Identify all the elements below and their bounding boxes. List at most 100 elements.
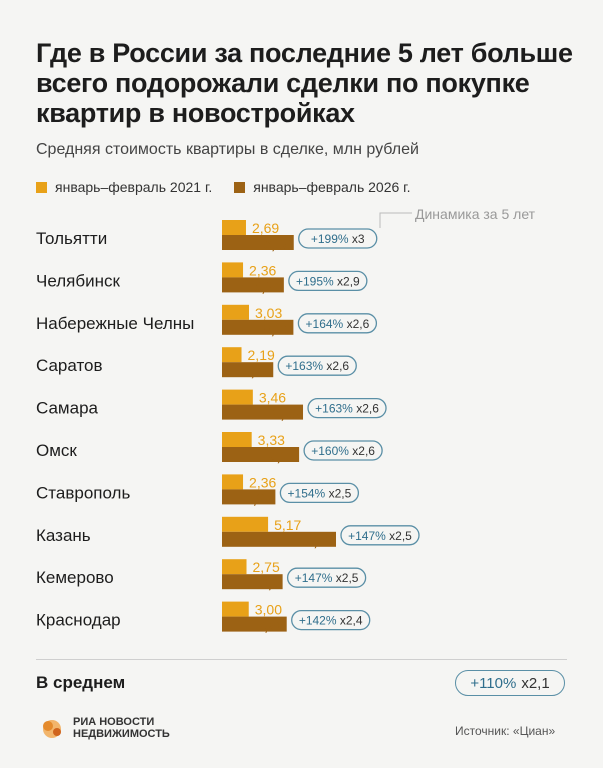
bar-2026 <box>222 277 284 293</box>
chart-subtitle: Средняя стоимость квартиры в сделке, млн… <box>36 141 419 158</box>
category-label: Кемерово <box>36 568 114 587</box>
dynamics-pill-text: +195% x2,9 <box>296 274 360 288</box>
bar-2021 <box>222 220 246 235</box>
dynamics-pct: +142% <box>299 614 340 628</box>
average-dynamics-pill: +110% x2,1 <box>455 670 565 696</box>
dynamics-pill-text: +147% x2,5 <box>295 571 359 585</box>
value-label-2026: 7,26 <box>256 618 283 634</box>
bar-2026 <box>222 489 276 505</box>
average-mult: x2,1 <box>521 674 550 692</box>
dynamics-pct: +164% <box>306 317 347 331</box>
bar-2021 <box>222 516 269 532</box>
bar-2026 <box>222 404 304 420</box>
value-label-2026: 9,09 <box>273 406 300 422</box>
dynamics-pill <box>277 355 357 376</box>
value-label-2026: 8,05 <box>264 236 291 252</box>
dynamics-mult: x2,6 <box>352 444 375 458</box>
chart-title: Где в России за последние 5 лет больше в… <box>36 38 573 128</box>
legend-label-2021: январь–февраль 2021 г. <box>55 179 213 195</box>
value-label-2026: 12,79 <box>298 533 333 549</box>
dynamics-pill-text: +154% x2,5 <box>288 486 352 500</box>
divider <box>36 659 567 660</box>
value-label-2026: 6,8 <box>260 575 280 591</box>
bar-2021 <box>222 474 244 490</box>
value-label-2026: 5,99 <box>245 490 272 506</box>
dynamics-pill-text: +142% x2,4 <box>299 614 363 628</box>
dynamics-mult: x2,5 <box>329 486 352 500</box>
logo-line2: НЕДВИЖИМОСТЬ <box>73 728 170 740</box>
dynamics-pill <box>340 525 420 546</box>
category-label: Челябинск <box>36 271 120 290</box>
bar-2026 <box>222 531 336 547</box>
dynamics-label: Динамика за 5 лет <box>415 206 536 222</box>
bar-2021 <box>222 559 247 575</box>
dynamics-mult: x2,6 <box>347 317 370 331</box>
dynamics-mult: x2,4 <box>340 614 363 628</box>
category-label: Краснодар <box>36 611 121 630</box>
dynamics-mult: x2,6 <box>356 402 379 416</box>
value-label-2021: 2,19 <box>248 347 275 363</box>
dynamics-pill <box>303 440 383 461</box>
bar-2021 <box>222 262 244 278</box>
value-label-2021: 3,46 <box>259 390 286 406</box>
value-label-2026: 5,75 <box>243 363 270 379</box>
dynamics-pill <box>297 313 378 334</box>
dynamics-pct: +154% <box>288 486 329 500</box>
legend: январь–февраль 2021 г. январь–февраль 20… <box>36 179 432 195</box>
dynamics-pill <box>286 567 367 588</box>
dynamics-mult: x2,5 <box>389 529 412 543</box>
legend-swatch-2026 <box>234 181 246 193</box>
value-label-2021: 3,33 <box>258 432 285 448</box>
ria-logo-icon <box>43 720 61 738</box>
legend-item-2026: январь–февраль 2026 г. <box>234 179 410 195</box>
value-label-2021: 2,69 <box>252 220 279 236</box>
dynamics-pill-text: +160% x2,6 <box>311 444 375 458</box>
value-label-2021: 2,36 <box>249 262 276 278</box>
bar-2026 <box>222 362 274 378</box>
average-label: В среднем <box>36 673 126 692</box>
value-label-2021: 3,03 <box>255 305 282 321</box>
value-label-2026: 8,65 <box>269 448 296 464</box>
bar-2026 <box>222 235 294 250</box>
category-label: Омск <box>36 441 77 460</box>
value-label-2026: 8,01 <box>263 321 290 337</box>
category-label: Ставрополь <box>36 483 130 502</box>
dynamics-pill-text: +147% x2,5 <box>348 529 412 543</box>
bar-2026 <box>222 574 283 590</box>
ria-logo[interactable]: РИА НОВОСТИ НЕДВИЖИМОСТЬ <box>37 716 170 740</box>
bar-2021 <box>222 389 253 405</box>
dynamics-pill-text: +164% x2,6 <box>306 317 370 331</box>
bar-2026 <box>222 447 300 462</box>
legend-label-2026: январь–февраль 2026 г. <box>253 179 411 195</box>
dynamics-pill <box>291 609 371 631</box>
category-label: Самара <box>36 399 99 418</box>
dynamics-pct: +199% <box>311 232 352 246</box>
bar-2026 <box>222 616 287 632</box>
value-label-2021: 2,75 <box>253 559 280 575</box>
dynamics-pct: +147% <box>348 529 389 543</box>
dynamics-pct: +160% <box>311 444 352 458</box>
dynamics-pct: +163% <box>285 359 326 373</box>
dynamics-pill <box>288 270 368 292</box>
dynamics-pill <box>279 482 360 504</box>
dynamics-mult: x2,5 <box>336 571 359 585</box>
category-label: Тольятти <box>36 229 107 248</box>
dynamics-pill-text: +163% x2,6 <box>315 402 379 416</box>
dynamics-pill-text: +163% x2,6 <box>285 359 349 373</box>
value-label-2021: 5,17 <box>274 517 301 533</box>
bar-2021 <box>222 347 242 363</box>
bar-2026 <box>222 319 294 335</box>
legend-swatch-2021 <box>36 181 47 193</box>
value-label-2021: 3,00 <box>255 602 282 618</box>
logo-line1: РИА НОВОСТИ <box>73 716 155 728</box>
dynamics-pill <box>307 397 387 419</box>
dynamics-mult: x2,6 <box>326 359 349 373</box>
dynamics-mult: x3 <box>352 232 365 246</box>
dynamics-pct: +163% <box>315 402 356 416</box>
category-label: Саратов <box>36 356 103 375</box>
value-label-2026: 6,94 <box>254 278 281 294</box>
bar-2021 <box>222 304 250 320</box>
dynamics-pct: +147% <box>295 571 336 585</box>
dynamics-pct: +195% <box>296 274 337 288</box>
